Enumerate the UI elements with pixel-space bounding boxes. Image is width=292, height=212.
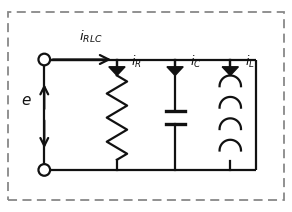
Circle shape <box>39 54 50 65</box>
Text: $i_{R}$: $i_{R}$ <box>131 54 142 70</box>
Text: $e$: $e$ <box>22 93 32 108</box>
Text: $i_{RLC}$: $i_{RLC}$ <box>79 29 103 45</box>
Polygon shape <box>167 67 183 75</box>
Circle shape <box>39 164 50 176</box>
Text: $i_{C}$: $i_{C}$ <box>190 54 201 70</box>
Polygon shape <box>222 67 238 75</box>
Polygon shape <box>109 67 125 75</box>
Text: $i_{L}$: $i_{L}$ <box>245 54 255 70</box>
